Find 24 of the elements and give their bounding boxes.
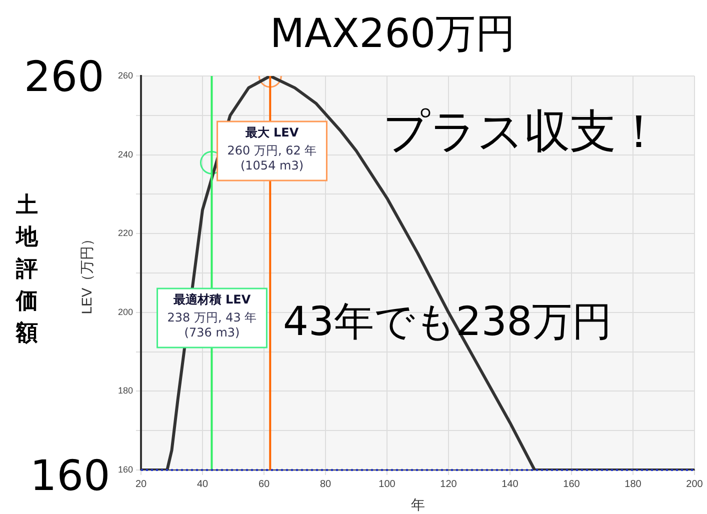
x-tick-label: 180 [624,478,642,490]
annotation: 最適材積 LEV 238 万円, 43 年 (736 m3) [167,292,257,340]
text: MAX260万円 [270,11,516,57]
y-tick-label: 240 [118,149,133,160]
x-tick-label: 160 [563,478,580,490]
x-tick-label: 200 [686,478,704,490]
x-tick-label: 100 [378,478,396,490]
x-axis-title: 年 [410,496,425,512]
x-tick-label: 80 [320,478,332,490]
annotation: プラス収支！ [383,104,662,158]
text: 土地評価額 [16,193,38,346]
annotation: 43年でも238万円 [283,299,612,345]
x-tick-label: 120 [440,478,458,490]
x-tick-label: 20 [135,478,147,490]
y-tick-label: 260 [118,70,133,80]
x-tick-label: 40 [196,478,208,490]
y-tick-label: 200 [118,306,133,317]
y-tick-label: 160 [118,464,133,474]
y-axis-title: LEV（万円） [78,232,94,314]
x-tick-label: 140 [502,478,519,490]
y-tick-label: 180 [118,386,133,396]
y-tick-label: 220 [118,228,133,238]
annotation: 最大 LEV 260 万円, 62 年 (1054 m3) [227,126,317,173]
x-tick-label: 60 [258,478,270,490]
